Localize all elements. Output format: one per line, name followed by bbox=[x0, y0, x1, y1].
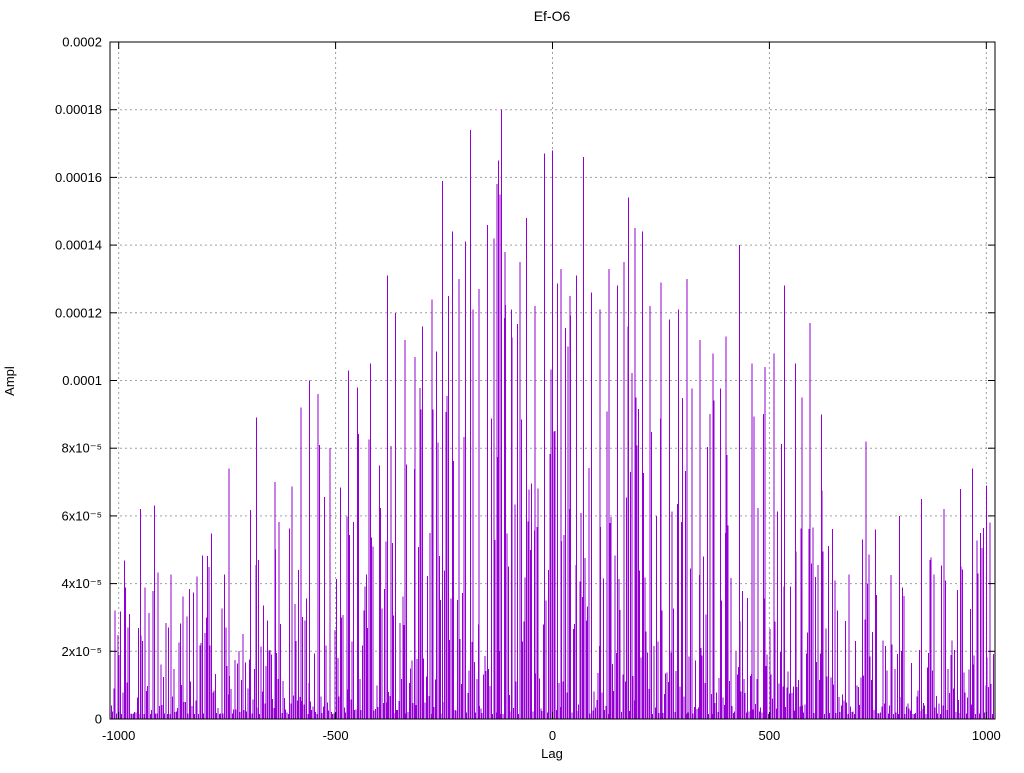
y-tick-label: 8x10⁻⁵ bbox=[62, 441, 102, 456]
x-tick-labels: -1000 -500 0 500 1000 bbox=[102, 728, 1001, 743]
y-tick-label: 2x10⁻⁵ bbox=[62, 644, 102, 659]
y-tick-label: 6x10⁻⁵ bbox=[62, 508, 102, 523]
x-tick-label: 0 bbox=[549, 728, 556, 743]
y-tick-label: 0.0002 bbox=[62, 35, 102, 50]
plot-title: Ef-O6 bbox=[534, 8, 571, 24]
y-tick-label: 0 bbox=[95, 712, 102, 727]
y-tick-label: 4x10⁻⁵ bbox=[62, 576, 102, 591]
x-tick-label: 500 bbox=[759, 728, 781, 743]
y-tick-label: 0.00014 bbox=[55, 238, 102, 253]
y-tick-label: 0.00012 bbox=[55, 305, 102, 320]
y-tick-label: 0.0001 bbox=[62, 373, 102, 388]
x-tick-label: 1000 bbox=[972, 728, 1001, 743]
y-tick-label: 0.00016 bbox=[55, 170, 102, 185]
x-tick-label: -500 bbox=[323, 728, 349, 743]
x-axis-label: Lag bbox=[541, 746, 563, 761]
y-axis-label: Ampl bbox=[2, 366, 17, 396]
x-tick-label: -1000 bbox=[102, 728, 135, 743]
impulse-series bbox=[109, 109, 996, 719]
axis-tick-marks bbox=[110, 41, 995, 720]
y-tick-labels: 0 2x10⁻⁵ 4x10⁻⁵ 6x10⁻⁵ 8x10⁻⁵ 0.0001 0.00012 0.… bbox=[55, 35, 102, 727]
y-tick-label: 0.00018 bbox=[55, 102, 102, 117]
